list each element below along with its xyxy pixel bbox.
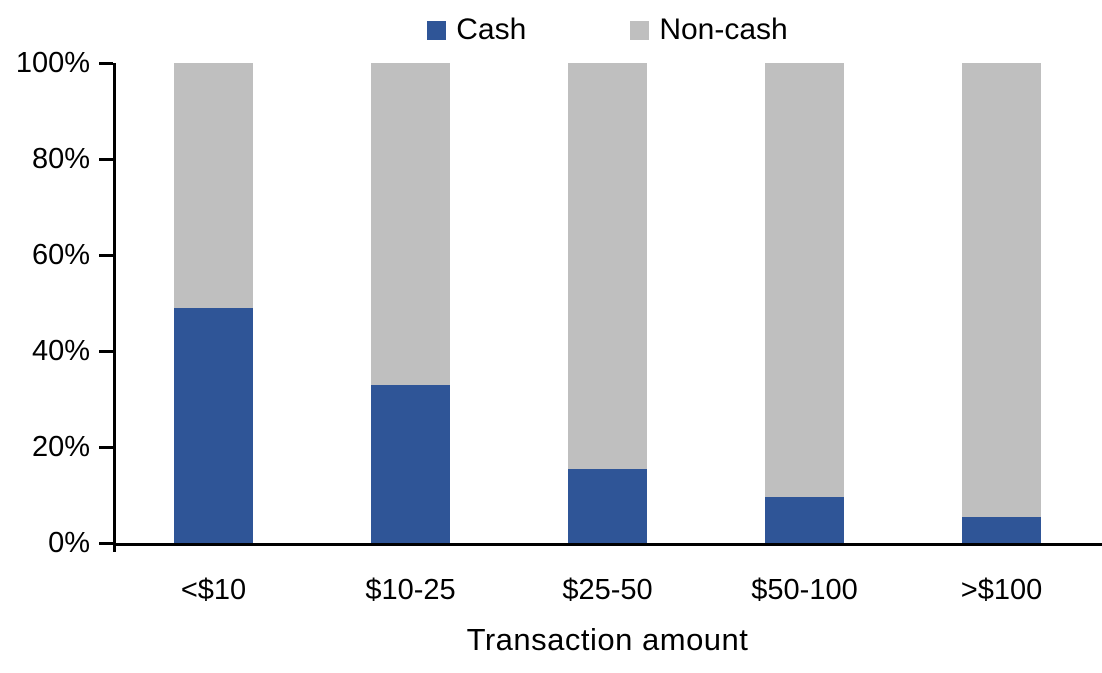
y-axis-tick-label: 100% xyxy=(15,47,90,79)
bar-non-cash-0 xyxy=(174,63,253,308)
legend-label-noncash: Non-cash xyxy=(659,13,788,46)
bar-cash-3 xyxy=(765,497,844,543)
bar-non-cash-2 xyxy=(568,63,647,469)
chart-legend: Cash Non-cash xyxy=(115,8,1100,52)
y-axis-tick xyxy=(99,446,113,449)
x-axis-category-label: <$10 xyxy=(180,574,247,606)
bar-cash-4 xyxy=(962,516,1041,543)
y-axis-tick xyxy=(99,158,113,161)
y-axis-tick xyxy=(99,62,113,65)
y-axis-tick xyxy=(99,254,113,257)
x-axis-category-label: $50-100 xyxy=(751,574,858,606)
y-axis-tick-label: 80% xyxy=(31,143,90,175)
bar-cash-0 xyxy=(174,307,253,543)
bar-cash-1 xyxy=(371,384,450,543)
x-axis-line xyxy=(113,543,1102,546)
y-axis-tick xyxy=(99,350,113,353)
bar-non-cash-1 xyxy=(371,63,450,385)
x-axis-title: Transaction amount xyxy=(466,622,749,657)
y-axis-line xyxy=(113,63,116,552)
y-axis-tick-label: 60% xyxy=(31,239,90,271)
y-axis-tick-label: 40% xyxy=(31,335,90,367)
bar-non-cash-3 xyxy=(765,63,844,498)
x-axis-category-label: $10-25 xyxy=(365,574,456,606)
legend-label-cash: Cash xyxy=(456,13,527,46)
y-axis-tick-label: 20% xyxy=(31,431,90,463)
bar-non-cash-4 xyxy=(962,63,1041,517)
y-axis-tick-label: 0% xyxy=(48,527,90,559)
legend-item-cash: Cash xyxy=(427,15,526,45)
legend-item-noncash: Non-cash xyxy=(630,13,788,46)
bar-cash-2 xyxy=(568,468,647,543)
cash-swatch-icon xyxy=(427,20,447,40)
x-axis-category-label: >$100 xyxy=(960,574,1043,606)
noncash-swatch-icon xyxy=(630,20,650,40)
x-axis-category-label: $25-50 xyxy=(562,574,653,606)
y-axis-tick xyxy=(99,542,113,545)
